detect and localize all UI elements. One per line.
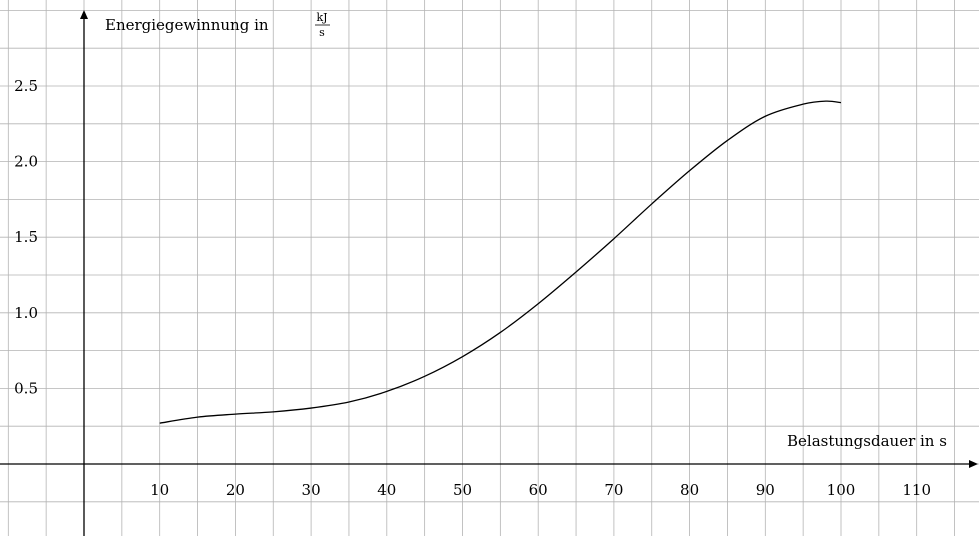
x-tick-label: 100 bbox=[827, 481, 856, 499]
x-tick-label: 70 bbox=[604, 481, 623, 499]
x-axis-title: Belastungsdauer in s bbox=[787, 432, 947, 450]
y-axis-title: Energiegewinnung in bbox=[105, 16, 269, 34]
x-tick-label: 90 bbox=[756, 481, 775, 499]
tick-labels: 10 20 30 40 50 60 70 80 90 100 110 0.5 1.0 1.5 2.0 2.5 bbox=[14, 77, 931, 499]
x-tick-label: 40 bbox=[377, 481, 396, 499]
axes bbox=[0, 10, 978, 536]
x-axis-arrow bbox=[969, 460, 978, 468]
y-tick-label: 1.0 bbox=[14, 304, 38, 322]
y-tick-label: 2.0 bbox=[14, 153, 38, 171]
y-tick-label: 2.5 bbox=[14, 77, 38, 95]
plot-area bbox=[159, 100, 842, 424]
y-axis-unit-numerator: kJ bbox=[316, 11, 327, 24]
x-tick-label: 10 bbox=[150, 481, 169, 499]
x-tick-label: 20 bbox=[226, 481, 245, 499]
x-tick-label: 50 bbox=[453, 481, 472, 499]
x-tick-label: 80 bbox=[680, 481, 699, 499]
y-axis-arrow bbox=[80, 10, 88, 19]
x-tick-label: 30 bbox=[302, 481, 321, 499]
y-axis-unit-denominator: s bbox=[319, 26, 325, 39]
y-tick-label: 1.5 bbox=[14, 228, 38, 246]
x-tick-label: 60 bbox=[529, 481, 548, 499]
x-tick-label: 110 bbox=[902, 481, 931, 499]
y-tick-label: 0.5 bbox=[14, 379, 38, 397]
axis-titles: Energiegewinnung in kJ s Belastungsdauer… bbox=[105, 11, 947, 450]
series-line bbox=[159, 100, 842, 424]
